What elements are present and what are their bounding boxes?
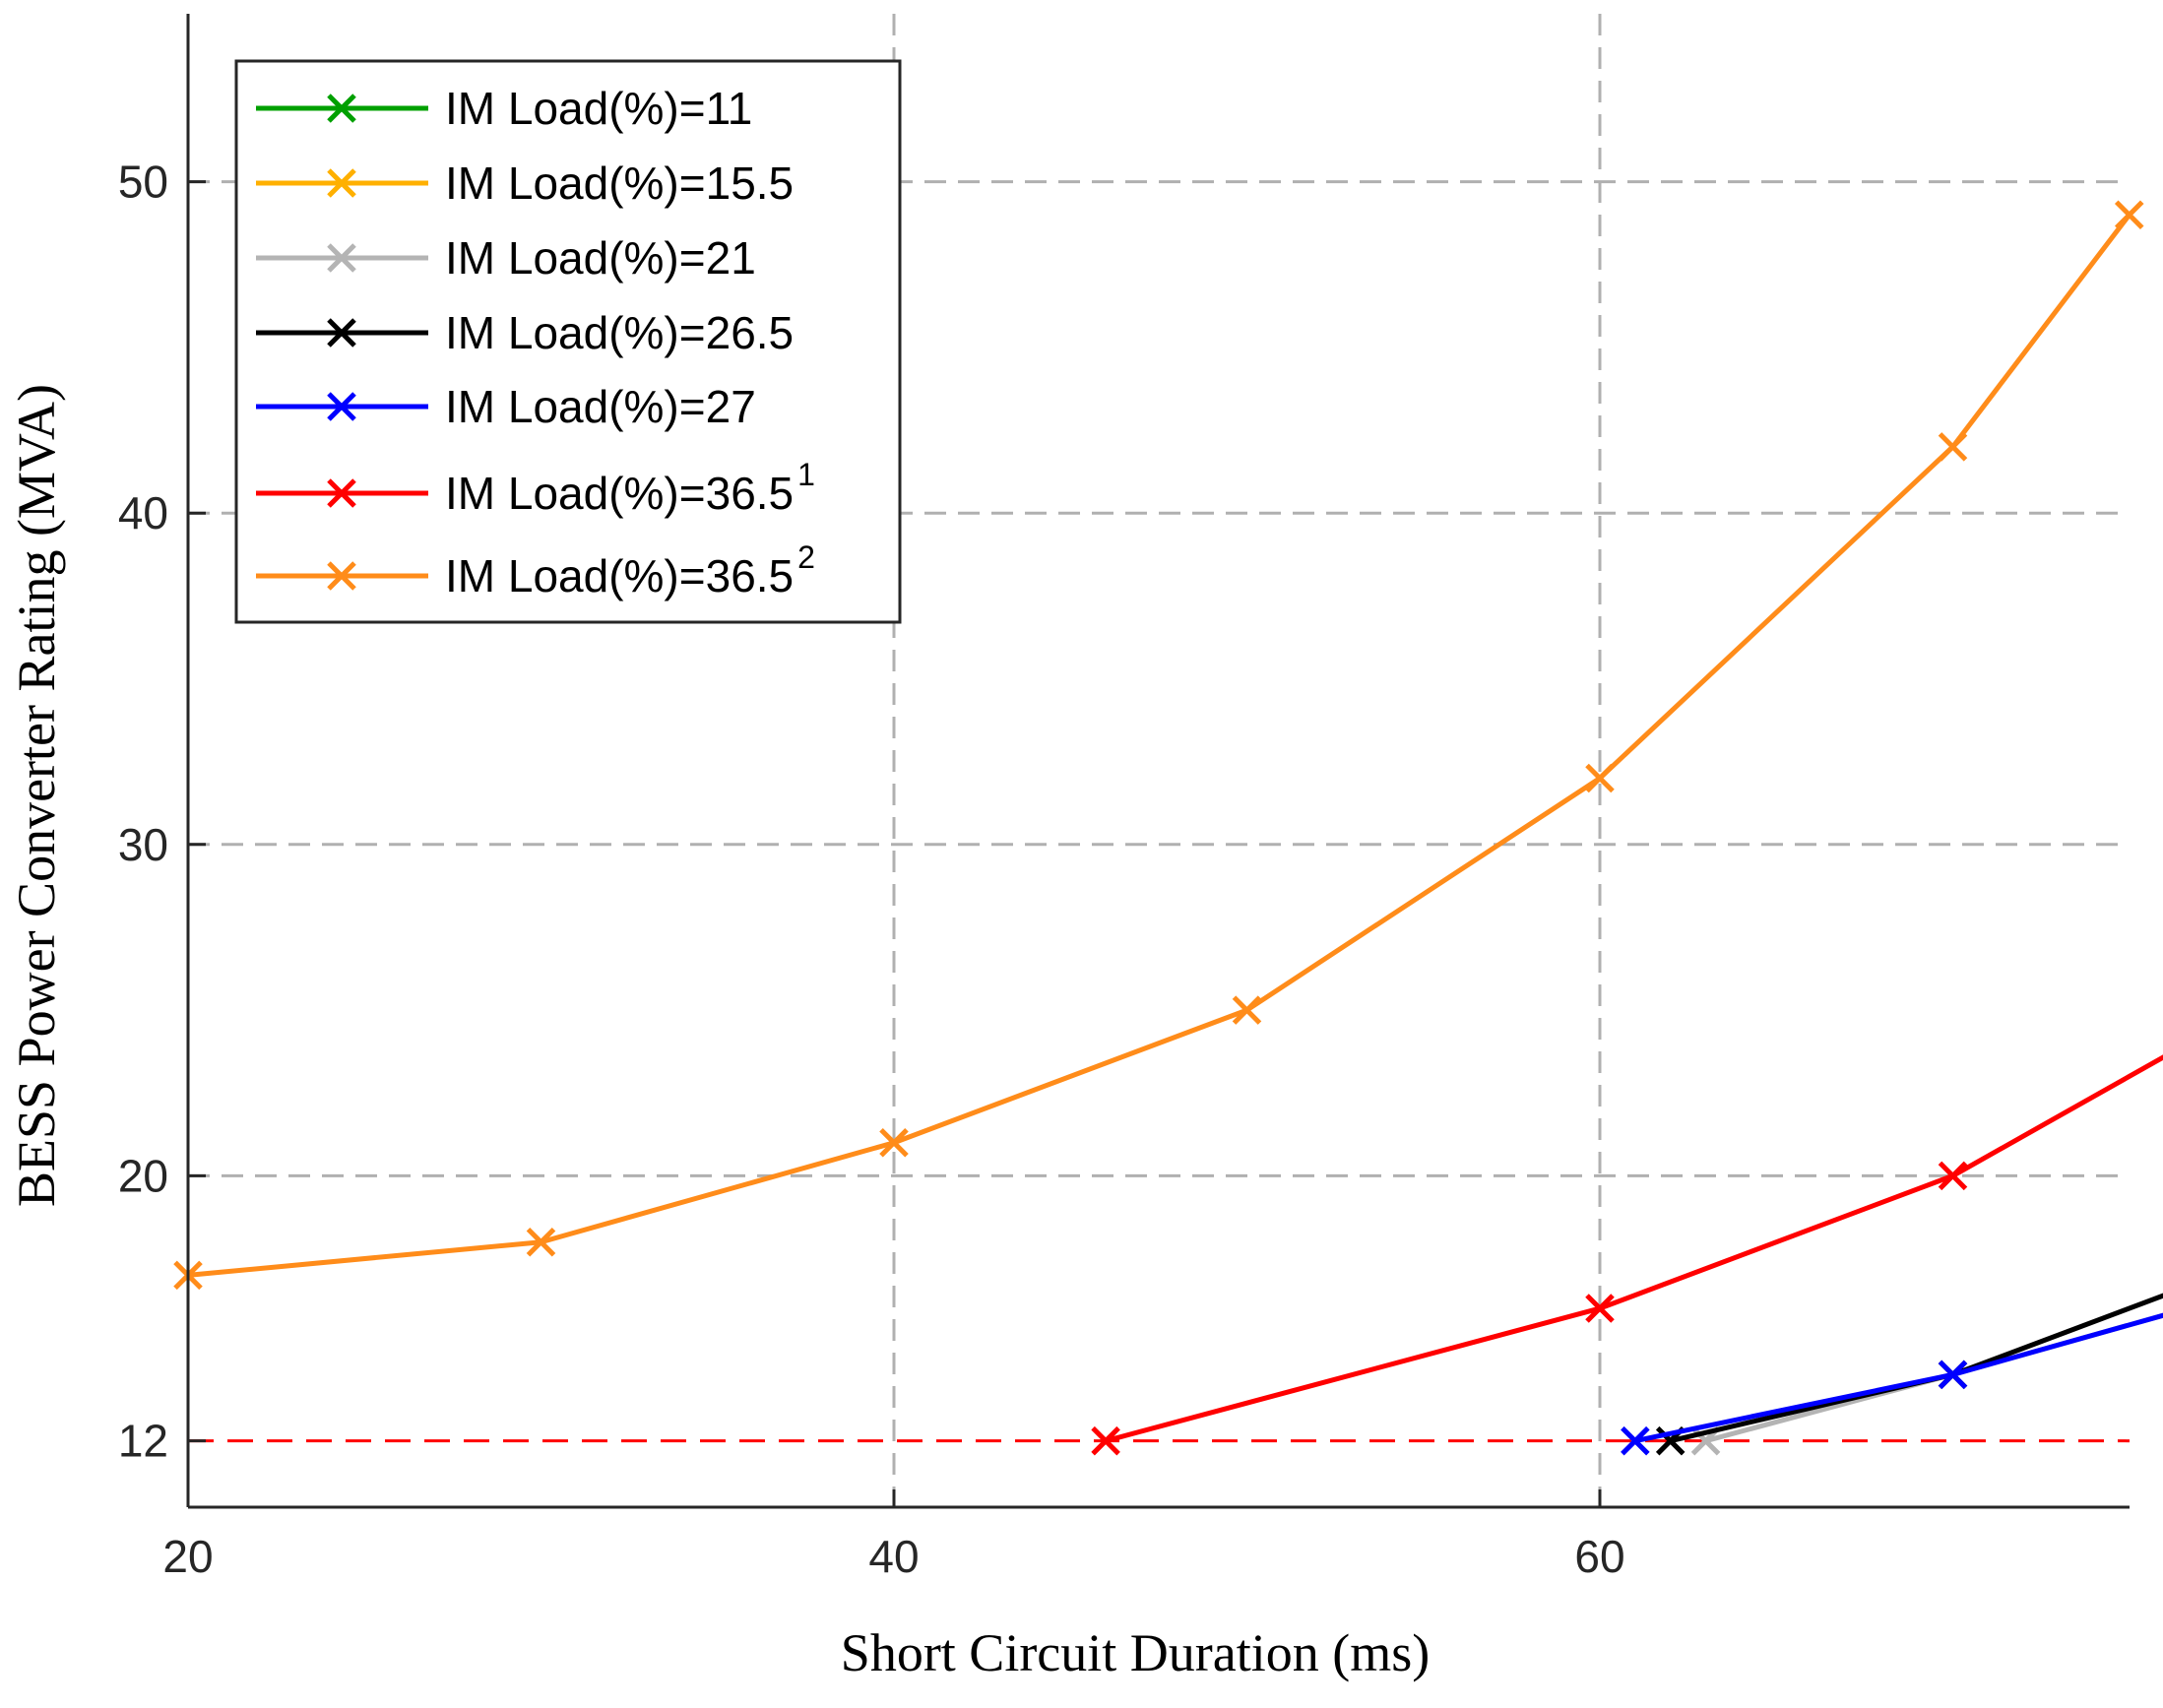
x-axis-title: Short Circuit Duration (ms) xyxy=(841,1623,1430,1682)
legend-label: IM Load(%)=27 xyxy=(445,381,756,432)
y-tick-label: 30 xyxy=(118,819,168,870)
data-point-marker xyxy=(526,1227,556,1257)
legend-item: IM Load(%)=36.5 2 xyxy=(256,539,815,601)
data-point-marker xyxy=(1621,1425,1650,1456)
series-line xyxy=(173,200,2144,1291)
data-point-marker xyxy=(879,1127,909,1158)
y-tick-label: 12 xyxy=(118,1416,168,1467)
series-group xyxy=(173,200,2163,1456)
legend: IM Load(%)=11 IM Load(%)=15.5 IM Load(%)=2… xyxy=(234,59,902,624)
legend-label: IM Load(%)=15.5 xyxy=(445,158,794,209)
data-point-marker xyxy=(1091,1425,1120,1456)
tick-labels: 204060801001201220304050 xyxy=(118,157,1625,1582)
legend-superscript: 2 xyxy=(797,539,815,575)
legend-marker xyxy=(327,561,356,591)
axes xyxy=(186,14,2130,1509)
legend-item: IM Load(%)=11 xyxy=(256,83,752,134)
legend-item: IM Load(%)=15.5 xyxy=(256,158,794,209)
y-tick-label: 20 xyxy=(118,1150,168,1201)
y-tick-label: 50 xyxy=(118,157,168,208)
legend-marker xyxy=(327,478,356,508)
data-point-marker xyxy=(1938,432,1968,462)
y-tick-label: 40 xyxy=(118,487,168,538)
legend-label: IM Load(%)=21 xyxy=(445,232,756,284)
legend-item: IM Load(%)=27 xyxy=(256,381,756,432)
x-tick-label: 40 xyxy=(868,1531,919,1582)
series-polyline xyxy=(1634,1312,2163,1444)
series-line xyxy=(1621,1312,2163,1456)
x-tick-label: 20 xyxy=(162,1531,213,1582)
x-tick-label: 60 xyxy=(1574,1531,1624,1582)
legend-superscript: 1 xyxy=(797,457,815,492)
legend-item: IM Load(%)=21 xyxy=(256,232,756,284)
y-axis-title: BESS Power Converter Rating (MVA) xyxy=(7,384,66,1207)
data-point-marker xyxy=(1938,1360,1968,1390)
data-point-marker xyxy=(1585,763,1615,793)
series-polyline xyxy=(1105,1054,2163,1444)
legend-marker xyxy=(327,392,356,421)
legend-marker xyxy=(327,168,356,198)
series-line xyxy=(1091,1054,2163,1456)
legend-label: IM Load(%)=36.5 2 xyxy=(445,539,815,601)
legend-box xyxy=(234,59,902,624)
legend-label: IM Load(%)=11 xyxy=(445,83,752,134)
data-point-marker xyxy=(1232,995,1262,1025)
legend-marker xyxy=(327,94,356,123)
data-point-marker xyxy=(1585,1294,1615,1323)
data-point-marker xyxy=(2114,200,2144,230)
legend-label: IM Load(%)=36.5 1 xyxy=(445,457,815,519)
data-point-marker xyxy=(1938,1161,1968,1191)
legend-label: IM Load(%)=26.5 xyxy=(445,307,794,358)
legend-item: IM Load(%)=26.5 xyxy=(256,307,794,358)
legend-marker xyxy=(327,318,356,348)
legend-item: IM Load(%)=36.5 1 xyxy=(256,457,815,519)
legend-marker xyxy=(327,243,356,273)
